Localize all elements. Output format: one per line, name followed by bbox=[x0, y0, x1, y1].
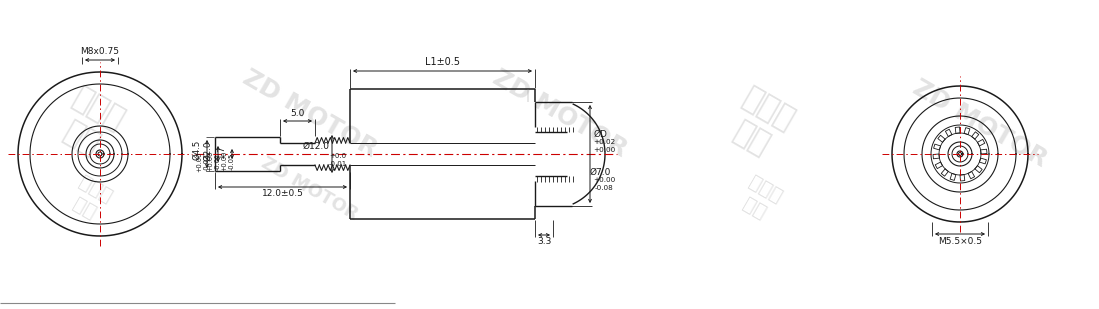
Text: +0.00
-0.08: +0.00 -0.08 bbox=[592, 177, 615, 191]
Text: Ø2.0: Ø2.0 bbox=[203, 141, 212, 161]
Text: M8x0.75: M8x0.75 bbox=[80, 46, 120, 56]
Text: M5.5×0.5: M5.5×0.5 bbox=[939, 238, 983, 247]
Text: 万至达
电机: 万至达 电机 bbox=[65, 172, 115, 226]
Text: +0.0
-0.01: +0.0 -0.01 bbox=[329, 154, 347, 167]
Text: 万至达
电机: 万至达 电机 bbox=[734, 172, 786, 226]
Text: ZD MOTOR: ZD MOTOR bbox=[238, 66, 381, 162]
Text: +0.00
-0.01: +0.00 -0.01 bbox=[208, 151, 221, 171]
Text: +0.00
-0.02: +0.00 -0.02 bbox=[197, 152, 210, 172]
Text: +0.00
-0.05: +0.00 -0.05 bbox=[222, 151, 234, 171]
Text: 3.3: 3.3 bbox=[536, 238, 552, 247]
Text: +0.02
+0.00: +0.02 +0.00 bbox=[592, 139, 615, 153]
Text: ZD MOTOR: ZD MOTOR bbox=[489, 66, 632, 162]
Text: 1.7: 1.7 bbox=[218, 145, 226, 159]
Text: ZD MOTOR: ZD MOTOR bbox=[258, 154, 362, 224]
Text: L1±0.5: L1±0.5 bbox=[425, 57, 460, 67]
Text: 万至达
电机: 万至达 电机 bbox=[51, 83, 130, 165]
Text: Ø7.0: Ø7.0 bbox=[589, 167, 611, 176]
Text: ØD: ØD bbox=[593, 129, 607, 138]
Text: Ø4.5: Ø4.5 bbox=[192, 140, 201, 160]
Text: Ø12.0: Ø12.0 bbox=[303, 142, 330, 150]
Text: 万至达
电机: 万至达 电机 bbox=[721, 83, 799, 165]
Text: 5.0: 5.0 bbox=[290, 109, 304, 118]
Text: ZD MOTOR: ZD MOTOR bbox=[909, 76, 1052, 172]
Text: 12.0±0.5: 12.0±0.5 bbox=[262, 189, 303, 198]
